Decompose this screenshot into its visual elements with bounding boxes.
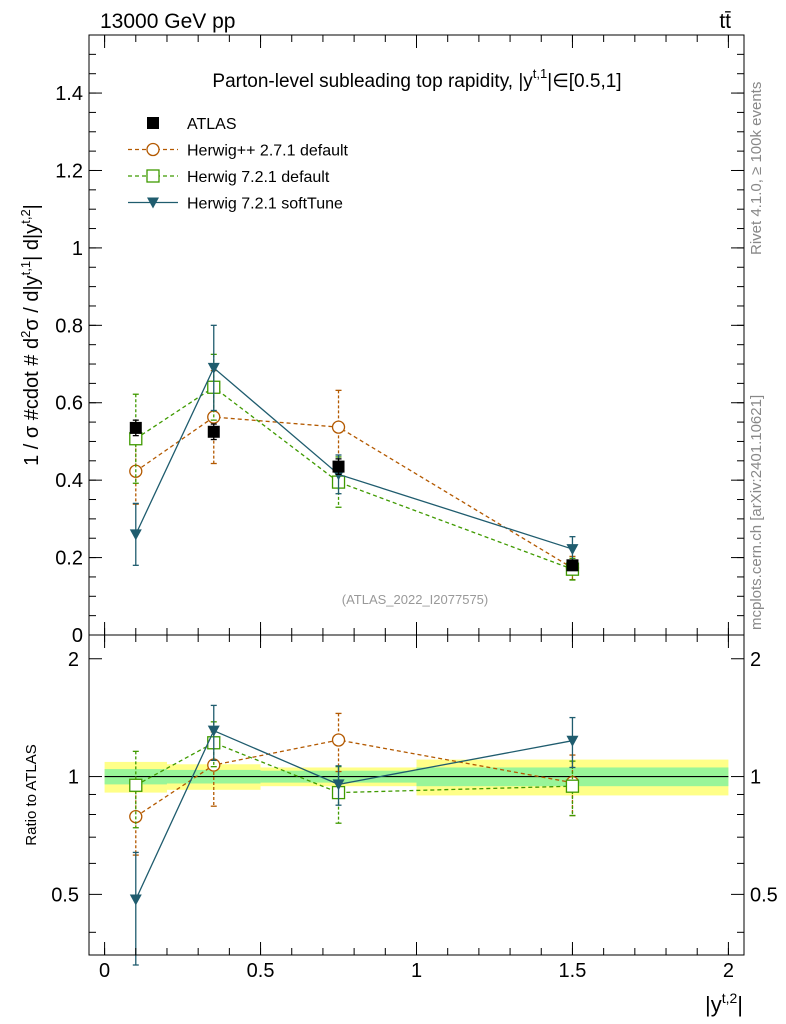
ratio-y-axis-label: Ratio to ATLAS [23,744,40,845]
ylabel-mid: σ / d|y [21,275,43,330]
chart-title: Parton-level subleading top rapidity, |y… [212,66,621,92]
ratio-herwig-2-7-1-default-point [331,733,346,747]
main-atlas-point [129,421,142,434]
ylabel-sup3: t,2 [18,209,33,223]
chart-title-text: Parton-level subleading top rapidity, |y [212,71,533,92]
ratio-y-tick-label-left: 1 [68,767,79,789]
xlabel-text: |y [705,992,722,1017]
main-y-tick-label: 0.8 [55,315,83,337]
x-tick-label: 2 [723,960,734,982]
ylabel-text: 1 / σ #cdot # d [21,338,43,466]
legend-herwig-2-7-1-default-label: Herwig++ 2.7.1 default [187,143,349,160]
ratio-y-tick-label-right: 1 [750,767,761,789]
main-plot-content [129,324,580,581]
legend-atlas-label: ATLAS [187,116,237,133]
main-atlas-point [566,559,579,572]
xlabel-tail: | [737,992,743,1017]
x-axis-label: |yt,2| [705,990,743,1017]
main-y-tick-label: 0.2 [55,548,83,570]
ratio-herwig-7-2-1-default-line [135,742,573,794]
main-y-axis-label: 1 / σ #cdot # d2σ / d|yt,1| d|yt,2| [18,204,43,466]
ratio-herwig-7-2-1-default-point [565,779,580,793]
ratio-x-ticks: 0 0.5 1 1.5 2 [99,635,734,982]
main-atlas-point [207,425,220,438]
ratio-y-tick-label-left: 2 [68,649,79,671]
main-y-tick-label: 0 [72,625,83,647]
x-tick-label: 1 [411,960,422,982]
legend-atlas-marker [147,117,159,129]
legend: ATLAS Herwig++ 2.7.1 default Herwig 7.2.1 … [128,116,349,213]
main-atlas-point [332,460,345,473]
main-herwig-2-7-1-default-point [331,420,346,434]
ratio-herwig-2-7-1-default-line [135,739,573,818]
main-herwig-7-2-1-default-line [135,386,573,570]
main-herwig-7-2-1-softtune-line [135,366,573,550]
main-panel: 0 0.2 0.4 0.6 0.8 1 1.2 1.4 Parton-level sublea… [18,34,745,647]
xlabel-sup: t,2 [722,990,738,1006]
main-y-tick-label: 1.4 [55,83,83,105]
main-herwig-7-2-1-softtune-point [129,529,142,541]
main-y-tick-label: 1.2 [55,160,83,182]
ratio-y-tick-label-left: 0.5 [51,884,79,906]
main-herwig-7-2-1-softtune-point [207,362,220,374]
legend-herwig-7-2-1-softtune-label: Herwig 7.2.1 softTune [187,196,343,213]
legend-herwig-7-2-1-default-marker [146,169,160,183]
ratio-herwig-7-2-1-softtune-point [566,735,579,747]
main-y-tick-label: 0.4 [55,470,83,492]
legend-herwig-7-2-1-softtune-marker [147,197,159,209]
main-y-tick-label: 0.6 [55,393,83,415]
main-y-tick-label: 1 [72,238,83,260]
chart-title-tail: |∈[0.5,1] [547,71,621,92]
ylabel-sup1: 2 [18,331,33,338]
ratio-herwig-7-2-1-softtune-point [332,779,345,791]
ylabel-mid2: | d|y [21,224,43,261]
x-tick-label: 1.5 [559,960,587,982]
ylabel-sup2: t,1 [18,261,33,275]
legend-herwig-7-2-1-default-label: Herwig 7.2.1 default [187,169,330,186]
main-x-ticks [104,35,729,635]
ratio-herwig-7-2-1-softtune-point [129,894,142,906]
ylabel-tail: | [21,204,43,209]
main-herwig-2-7-1-default-line [135,416,573,569]
main-herwig-7-2-1-softtune-point [566,544,579,556]
mcplots-label: mcplots.cern.ch [arXiv:2401.10621] [748,395,765,630]
ratio-herwig-7-2-1-softtune-point [207,725,220,737]
rivet-label: Rivet 4.1.0, ≥ 100k events [748,82,765,255]
ratio-y-tick-label-right: 0.5 [750,884,778,906]
main-y-ticks: 0 0.2 0.4 0.6 0.8 1 1.2 1.4 [55,34,744,647]
ratio-plot-content [104,704,729,966]
ratio-y-ticks: 0.5 0.5 1 1 2 2 [51,649,778,933]
x-tick-label: 0 [99,960,110,982]
energy-label: 13000 GeV pp [100,10,235,33]
chart-title-sup: t,1 [533,66,547,81]
process-label: tt̄ [719,10,731,33]
ratio-panel: 0.5 0.5 1 1 2 2 0 0.5 1 1.5 2 Ratio to ATLAS |yt,… [23,634,778,1017]
ratio-y-tick-label-right: 2 [750,649,761,671]
analysis-watermark: (ATLAS_2022_I2077575) [342,592,488,607]
ratio-herwig-7-2-1-default-point [129,778,143,792]
legend-herwig-2-7-1-default-marker [146,142,160,157]
x-tick-label: 0.5 [247,960,275,982]
ratio-herwig-7-2-1-softtune-line [135,729,573,900]
